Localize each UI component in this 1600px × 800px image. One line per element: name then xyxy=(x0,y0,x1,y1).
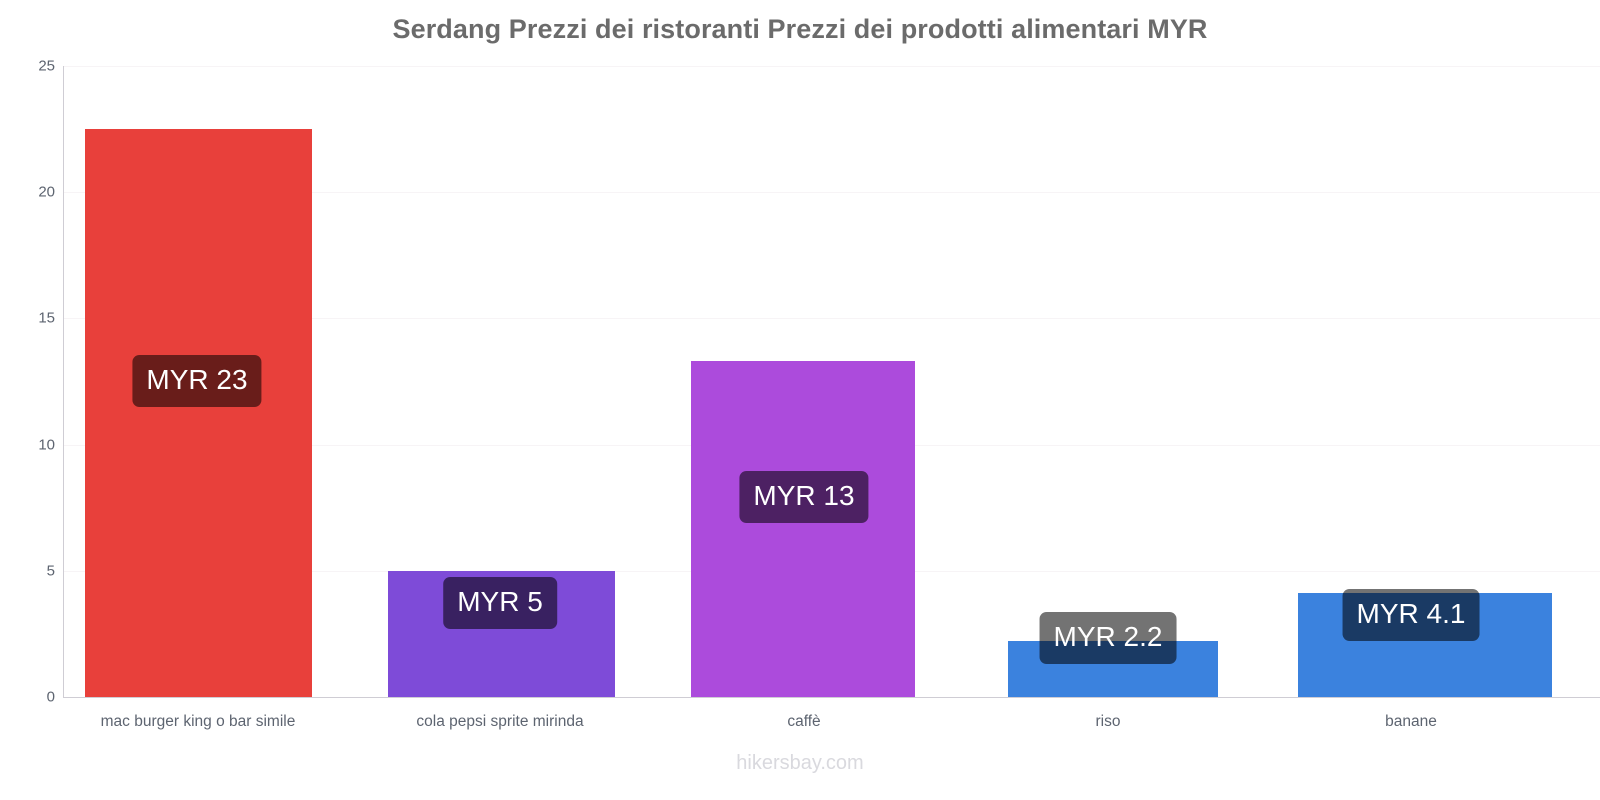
y-tick-label-20: 20 xyxy=(38,183,55,201)
data-label-banane: MYR 4.1 xyxy=(1342,589,1480,641)
y-tick-label-15: 15 xyxy=(38,309,55,327)
source-watermark: hikersbay.com xyxy=(736,752,864,774)
bar-caffe[interactable] xyxy=(691,361,915,697)
x-tick-label-3: riso xyxy=(1095,713,1121,730)
x-tick-label-0: mac burger king o bar simile xyxy=(100,713,296,730)
x-axis-line xyxy=(63,697,1600,698)
bar-mac-burger-king-o-bar-simile[interactable] xyxy=(85,129,312,697)
y-tick-label-5: 5 xyxy=(46,562,55,580)
x-tick-label-2: caffè xyxy=(787,713,821,730)
y-tick-label-10: 10 xyxy=(38,436,55,454)
plot-area xyxy=(63,66,1600,697)
gridline-25 xyxy=(63,66,1600,67)
gridline-20 xyxy=(63,192,1600,193)
x-tick-label-1: cola pepsi sprite mirinda xyxy=(416,713,584,730)
y-tick-label-0: 0 xyxy=(46,688,55,706)
data-label-caffe: MYR 13 xyxy=(739,471,869,523)
gridline-15 xyxy=(63,318,1600,319)
data-label-mac-burger-king-o-bar-simile: MYR 23 xyxy=(132,355,262,407)
x-tick-label-4: banane xyxy=(1385,713,1437,730)
y-tick-label-25: 25 xyxy=(38,57,55,75)
chart-title: Serdang Prezzi dei ristoranti Prezzi dei… xyxy=(392,14,1208,44)
y-axis-line xyxy=(63,66,64,697)
data-label-riso: MYR 2.2 xyxy=(1039,612,1177,664)
data-label-cola-pepsi-sprite-mirinda: MYR 5 xyxy=(443,577,557,629)
